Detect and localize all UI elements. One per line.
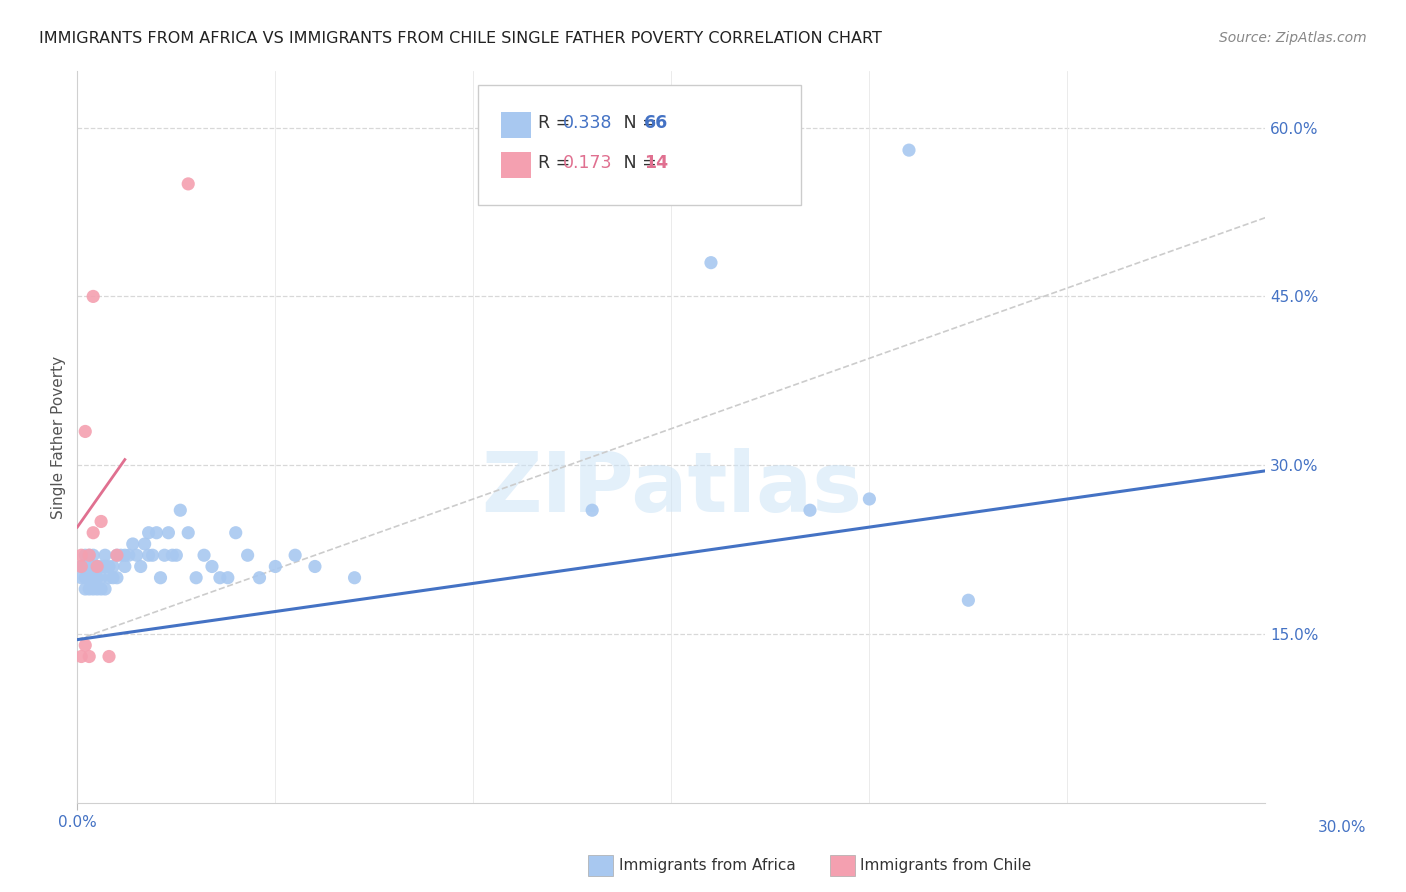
Point <box>201 559 224 574</box>
Point <box>217 571 239 585</box>
Text: 0.338: 0.338 <box>562 114 612 132</box>
Point <box>169 503 191 517</box>
Point <box>957 593 980 607</box>
Point <box>86 559 108 574</box>
Point <box>77 649 100 664</box>
Point <box>77 548 100 562</box>
Point <box>105 548 128 562</box>
Point <box>82 525 104 540</box>
Point <box>153 548 176 562</box>
Point <box>898 143 921 157</box>
Point <box>700 255 723 269</box>
Point <box>70 559 93 574</box>
Text: Immigrants from Chile: Immigrants from Chile <box>860 858 1032 872</box>
Point <box>75 548 97 562</box>
Point <box>149 571 172 585</box>
Point <box>86 559 108 574</box>
Point <box>86 582 108 596</box>
Point <box>225 525 247 540</box>
Point <box>82 559 104 574</box>
Point <box>70 548 93 562</box>
Point <box>193 548 215 562</box>
Point <box>118 548 141 562</box>
Point <box>82 571 104 585</box>
Point <box>70 649 93 664</box>
Point <box>82 289 104 303</box>
Point <box>249 571 271 585</box>
Point <box>177 525 200 540</box>
Point <box>177 177 200 191</box>
Point <box>142 548 165 562</box>
Text: 14: 14 <box>644 154 668 172</box>
Point <box>101 559 124 574</box>
Text: 0.173: 0.173 <box>562 154 612 172</box>
Point <box>77 559 100 574</box>
Point <box>114 548 136 562</box>
Text: Immigrants from Africa: Immigrants from Africa <box>619 858 796 872</box>
Point <box>90 571 112 585</box>
Point <box>75 425 97 439</box>
Point <box>134 537 156 551</box>
Point <box>75 571 97 585</box>
Point <box>138 525 160 540</box>
Point <box>94 559 117 574</box>
Text: N =: N = <box>607 114 662 132</box>
Text: 66: 66 <box>644 114 668 132</box>
Point <box>858 491 880 506</box>
Point <box>284 548 307 562</box>
Point <box>98 649 121 664</box>
Point <box>98 559 121 574</box>
Point <box>165 548 187 562</box>
Point <box>304 559 326 574</box>
Point <box>75 559 97 574</box>
Point <box>125 548 148 562</box>
Text: R =: R = <box>538 114 576 132</box>
Point <box>90 582 112 596</box>
Point <box>82 582 104 596</box>
Point <box>208 571 231 585</box>
Point <box>101 571 124 585</box>
Point <box>581 503 603 517</box>
Point <box>114 559 136 574</box>
Point <box>105 571 128 585</box>
Point <box>86 571 108 585</box>
Point <box>75 638 97 652</box>
Point <box>94 548 117 562</box>
Point <box>157 525 180 540</box>
Text: 30.0%: 30.0% <box>1319 821 1367 835</box>
Point <box>70 571 93 585</box>
Point <box>110 548 132 562</box>
Point <box>129 559 152 574</box>
Point <box>90 515 112 529</box>
Point <box>98 571 121 585</box>
Point <box>145 525 167 540</box>
Text: ZIPatlas: ZIPatlas <box>481 448 862 529</box>
Point <box>121 537 143 551</box>
Point <box>799 503 821 517</box>
Point <box>343 571 366 585</box>
Point <box>90 559 112 574</box>
Y-axis label: Single Father Poverty: Single Father Poverty <box>51 356 66 518</box>
Point <box>77 571 100 585</box>
Point <box>105 548 128 562</box>
Point <box>236 548 259 562</box>
Point <box>264 559 287 574</box>
Point <box>77 582 100 596</box>
Text: IMMIGRANTS FROM AFRICA VS IMMIGRANTS FROM CHILE SINGLE FATHER POVERTY CORRELATIO: IMMIGRANTS FROM AFRICA VS IMMIGRANTS FRO… <box>39 31 882 46</box>
Text: R =: R = <box>538 154 576 172</box>
Point <box>94 582 117 596</box>
Point <box>138 548 160 562</box>
Point <box>162 548 184 562</box>
Point <box>82 548 104 562</box>
Point <box>186 571 208 585</box>
Point <box>77 548 100 562</box>
Text: Source: ZipAtlas.com: Source: ZipAtlas.com <box>1219 31 1367 45</box>
Point <box>75 582 97 596</box>
Point <box>70 559 93 574</box>
Text: N =: N = <box>607 154 662 172</box>
